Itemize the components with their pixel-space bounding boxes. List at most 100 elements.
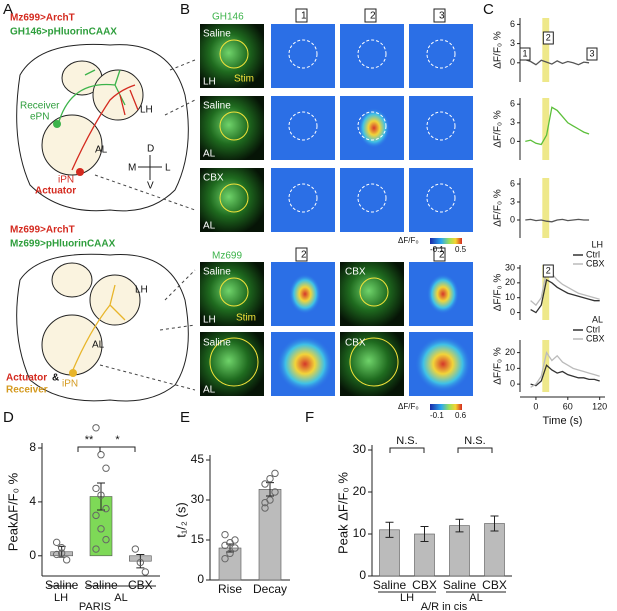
- legend-label: Ctrl: [586, 324, 600, 334]
- x-tick-label: Decay: [253, 582, 287, 596]
- dff-image: [409, 168, 473, 232]
- significance-bracket: [389, 447, 425, 453]
- y-tick-label: 0: [510, 214, 515, 224]
- x-tick-label: CBX: [412, 578, 437, 592]
- data-point: [57, 544, 66, 552]
- legend-label: CBX: [586, 258, 605, 268]
- compass-label: D: [147, 144, 154, 155]
- time-box-frame: [295, 8, 308, 23]
- time-box-frame: [295, 247, 308, 262]
- y-axis-label: ΔF/F₀ %: [493, 189, 504, 227]
- genotype: Mz699>ArchT: [10, 13, 75, 24]
- colorbar-min: -0.1: [430, 245, 444, 254]
- y-axis-label: Peak ΔF/F₀ %: [335, 472, 350, 554]
- y-tick-label: 10: [505, 363, 515, 373]
- neuron-label: Receiver: [6, 385, 48, 396]
- ipn-soma: [76, 168, 84, 176]
- y-tick-label: 3: [510, 117, 515, 127]
- time-box: 2: [301, 250, 307, 261]
- data-point: [102, 464, 110, 472]
- stim-circle: [288, 183, 318, 213]
- dff-image: [271, 24, 335, 88]
- y-tick-label: 0: [510, 136, 515, 146]
- time-box: 3: [589, 48, 594, 58]
- group-label: LH: [400, 592, 414, 604]
- fluorescence-image: [200, 24, 264, 88]
- error-bar: [385, 521, 394, 538]
- time-box: 2: [546, 32, 551, 42]
- x-tick-label: 60: [563, 401, 573, 411]
- response-blob: [358, 108, 390, 148]
- x-tick-label: 0: [533, 401, 538, 411]
- panel-b: [200, 8, 473, 410]
- x-tick-label: 120: [592, 401, 607, 411]
- fluorescence-image: [200, 168, 264, 232]
- stim-circle: [357, 111, 387, 141]
- error-bar: [490, 515, 499, 532]
- colorbar-label: ΔF/F₀: [398, 236, 419, 245]
- row-label: Saline: [203, 338, 231, 349]
- time-box: 2: [439, 250, 445, 261]
- stim-circle: [359, 277, 389, 307]
- fluorescence-image: [200, 332, 264, 396]
- data-point: [97, 451, 105, 459]
- stim-circle: [288, 111, 318, 141]
- error-bar: [455, 518, 464, 533]
- neuron-label: iPN: [62, 379, 78, 390]
- colorbar-max: 0.6: [455, 411, 467, 420]
- x-tick-label: CBX: [128, 578, 153, 592]
- row-label: LH: [203, 77, 216, 88]
- compass-label: L: [165, 163, 171, 174]
- genotype: Mz699>pHluorinCAAX: [10, 239, 116, 250]
- data-point: [97, 525, 105, 533]
- row-label: AL: [203, 149, 216, 160]
- y-tick-label: 0: [510, 57, 515, 67]
- data-point: [266, 474, 274, 483]
- stim-label: Stim: [236, 313, 256, 324]
- data-point: [131, 545, 140, 553]
- stim-band: [542, 18, 550, 82]
- y-tick-label: 20: [505, 277, 515, 287]
- trace: [525, 58, 590, 66]
- group-label: AL: [114, 592, 127, 604]
- trace: [530, 350, 600, 388]
- dff-image: [271, 96, 335, 160]
- error-bar: [97, 482, 105, 511]
- colorbar: [430, 404, 462, 410]
- time-box: 1: [301, 11, 307, 22]
- x-tick-label: Rise: [218, 582, 242, 596]
- lh: [89, 274, 141, 326]
- region-label: AL: [95, 145, 108, 156]
- stim-band: [542, 178, 550, 238]
- brain-outline: [16, 43, 189, 212]
- stim-circle: [426, 111, 456, 141]
- y-tick-label: 6: [510, 19, 515, 29]
- brain-outline: [16, 253, 189, 402]
- x-tick-label: Saline: [45, 578, 79, 592]
- row-label: AL: [203, 385, 216, 396]
- panel-label: D: [3, 409, 14, 426]
- legend-label: CBX: [586, 333, 605, 343]
- y-axis-label: t₁/₂ (s): [173, 502, 188, 537]
- data-point: [97, 491, 105, 499]
- data-point: [226, 549, 234, 558]
- x-tick-label: Saline: [84, 578, 118, 592]
- fluorescence-image: [340, 332, 404, 396]
- panel-labels: A B C D E F: [3, 1, 494, 426]
- y-tick-label: 45: [191, 452, 205, 466]
- significance-label: **: [85, 434, 94, 446]
- trace: [530, 364, 600, 387]
- data-point: [102, 504, 110, 513]
- y-tick-label: 20: [505, 347, 515, 357]
- significance-bracket: [77, 446, 101, 452]
- neuron-label: Receiver: [20, 101, 60, 112]
- data-point: [271, 488, 279, 496]
- stim-circle: [426, 183, 456, 213]
- compass-label: M: [128, 163, 136, 174]
- data-point: [57, 549, 66, 557]
- region-label: AL: [92, 340, 105, 351]
- lobe: [51, 262, 93, 298]
- panel-label: A: [3, 1, 13, 18]
- y-tick-label: 15: [191, 532, 205, 546]
- footer-label: A/R in cis: [421, 601, 468, 611]
